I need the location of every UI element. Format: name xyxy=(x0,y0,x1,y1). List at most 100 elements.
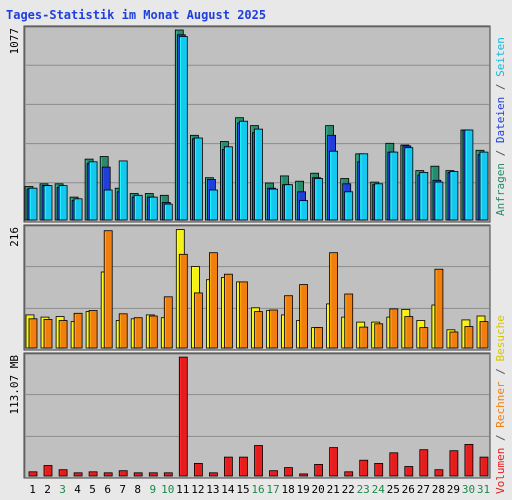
bar-seiten-day-17 xyxy=(269,188,278,221)
bar-volumen-day-28 xyxy=(434,469,444,477)
bar-volumen-day-13 xyxy=(208,472,218,477)
x-tick-label-31: 31 xyxy=(477,483,490,496)
bar-volumen-day-27 xyxy=(419,449,429,477)
bar-volumen-day-2 xyxy=(43,465,53,477)
bar-volumen-day-22 xyxy=(344,471,354,477)
bar-seiten-day-4 xyxy=(73,198,83,221)
bar-rechner-day-9 xyxy=(148,315,158,349)
x-tick-label-15: 15 xyxy=(236,483,249,496)
bar-rechner-day-26 xyxy=(404,316,414,349)
bar-rechner-day-8 xyxy=(133,317,143,349)
bar-rechner-day-11 xyxy=(178,253,188,349)
bar-rechner-day-18 xyxy=(284,295,293,349)
x-tick-label-23: 23 xyxy=(357,483,370,496)
bar-seiten-day-22 xyxy=(344,191,354,221)
x-tick-label-3: 3 xyxy=(59,483,66,496)
y-max-label-requests: 1077 xyxy=(8,28,21,55)
bar-rechner-day-16 xyxy=(254,311,263,349)
bar-rechner-day-2 xyxy=(43,318,53,349)
bar-seiten-day-15 xyxy=(239,120,248,221)
bar-seiten-day-28 xyxy=(434,181,444,221)
bar-volumen-day-21 xyxy=(329,447,339,477)
right-legend-top: Anfragen / Dateien / Seiten xyxy=(494,37,507,216)
bar-seiten-day-29 xyxy=(449,171,459,221)
bar-seiten-day-5 xyxy=(88,161,98,221)
bar-volumen-day-12 xyxy=(193,462,203,477)
bar-volumen-day-23 xyxy=(359,459,369,477)
bar-volumen-day-24 xyxy=(374,462,384,477)
bar-seiten-day-11 xyxy=(178,36,188,221)
bar-volumen-day-3 xyxy=(58,469,68,477)
x-tick-label-6: 6 xyxy=(104,483,111,496)
side-legend-part: / xyxy=(494,143,507,163)
x-tick-label-18: 18 xyxy=(281,483,294,496)
bar-volumen-day-7 xyxy=(118,470,128,477)
side-legend-part: Rechner xyxy=(494,381,507,428)
bar-seiten-day-27 xyxy=(419,171,429,221)
bar-seiten-day-18 xyxy=(284,184,293,221)
bar-rechner-day-15 xyxy=(239,281,248,349)
bar-volumen-day-11 xyxy=(178,356,188,477)
x-tick-label-8: 8 xyxy=(134,483,141,496)
x-tick-label-30: 30 xyxy=(462,483,475,496)
bar-rechner-day-14 xyxy=(223,273,233,349)
bar-rechner-day-19 xyxy=(299,284,309,349)
x-tick-label-4: 4 xyxy=(74,483,81,496)
x-tick-label-19: 19 xyxy=(296,483,309,496)
bar-seiten-day-1 xyxy=(28,187,38,221)
bar-seiten-day-10 xyxy=(163,203,173,221)
x-tick-label-9: 9 xyxy=(149,483,156,496)
bar-rechner-day-21 xyxy=(329,252,339,349)
x-tick-label-28: 28 xyxy=(432,483,445,496)
panel-visits-hosts: 216 xyxy=(8,224,491,351)
bar-volumen-day-4 xyxy=(73,472,83,477)
bar-seiten-day-21 xyxy=(329,150,339,221)
bar-rechner-day-30 xyxy=(464,326,474,349)
bar-seiten-day-16 xyxy=(254,128,263,221)
x-tick-label-26: 26 xyxy=(402,483,415,496)
side-legend-part: / xyxy=(494,428,507,448)
bar-rechner-day-22 xyxy=(344,293,354,349)
bar-volumen-day-6 xyxy=(103,472,113,477)
bar-rechner-day-4 xyxy=(73,312,83,349)
bar-volumen-day-25 xyxy=(389,452,399,477)
x-tick-label-16: 16 xyxy=(251,483,264,496)
side-legend-part: / xyxy=(494,362,507,382)
bar-seiten-day-13 xyxy=(208,189,218,221)
bar-rechner-day-31 xyxy=(479,321,489,349)
panel-volume: 113.07 MB xyxy=(8,352,491,479)
bar-rechner-day-10 xyxy=(163,296,173,349)
bar-volumen-day-1 xyxy=(28,471,38,477)
bar-seiten-day-23 xyxy=(359,153,369,221)
x-tick-label-2: 2 xyxy=(44,483,51,496)
bar-volumen-day-30 xyxy=(464,443,474,477)
bar-seiten-day-31 xyxy=(479,151,489,221)
side-legend-part: Dateien xyxy=(494,97,507,143)
bar-volumen-day-15 xyxy=(239,456,248,477)
panel-requests-files-pages: 1077 xyxy=(8,25,491,223)
x-tick-label-12: 12 xyxy=(191,483,204,496)
bar-seiten-day-2 xyxy=(43,185,53,221)
bar-volumen-day-17 xyxy=(269,470,278,477)
x-tick-label-25: 25 xyxy=(387,483,400,496)
bar-volumen-day-9 xyxy=(148,472,158,477)
side-legend-part: Anfragen xyxy=(494,163,507,216)
x-tick-label-11: 11 xyxy=(176,483,189,496)
bar-rechner-day-23 xyxy=(359,326,369,349)
bar-rechner-day-24 xyxy=(374,323,384,349)
bar-rechner-day-20 xyxy=(314,327,324,349)
bar-seiten-day-19 xyxy=(299,200,309,221)
bar-volumen-day-29 xyxy=(449,450,459,477)
bar-volumen-day-10 xyxy=(163,472,173,477)
x-tick-label-21: 21 xyxy=(327,483,340,496)
bar-seiten-day-3 xyxy=(58,185,68,221)
bar-volumen-day-20 xyxy=(314,463,324,477)
bar-volumen-day-26 xyxy=(404,466,414,477)
bar-rechner-day-3 xyxy=(58,320,68,349)
y-max-label-volume: 113.07 MB xyxy=(8,355,21,415)
bar-volumen-day-31 xyxy=(479,456,489,477)
bar-volumen-day-16 xyxy=(254,445,263,477)
bar-seiten-day-12 xyxy=(193,137,203,221)
bar-rechner-day-28 xyxy=(434,268,444,349)
bar-seiten-day-7 xyxy=(118,160,128,221)
